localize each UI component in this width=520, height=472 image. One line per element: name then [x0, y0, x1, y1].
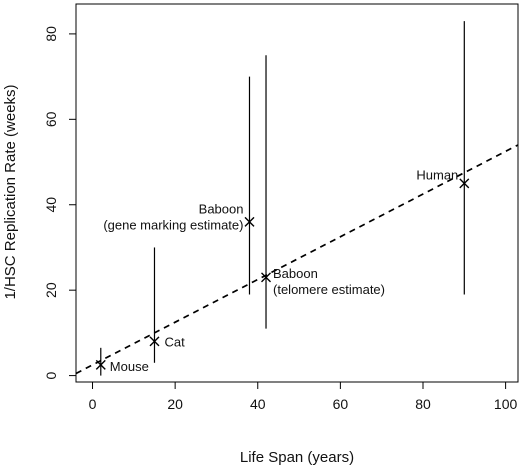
- data-point-marker: [95, 359, 106, 370]
- y-tick-label: 60: [43, 111, 59, 127]
- data-point-label-line: Cat: [164, 334, 185, 349]
- fit-line: [75, 144, 519, 375]
- data-point-marker: [244, 216, 255, 227]
- y-tick-label: 80: [43, 26, 59, 42]
- x-tick-label: 0: [89, 396, 97, 412]
- x-tick-label: 80: [415, 396, 431, 412]
- y-axis-label: 1/HSC Replication Rate (weeks): [2, 84, 19, 299]
- y-tick-label: 20: [43, 282, 59, 298]
- data-point-marker: [261, 272, 272, 283]
- data-point-label: Baboon (gene marking estimate): [103, 201, 243, 232]
- x-tick-label: 100: [494, 396, 518, 412]
- data-point-marker: [149, 336, 160, 347]
- data-point-marker: [459, 178, 470, 189]
- data-point-label: Cat: [164, 334, 185, 349]
- data-point-label-line: Baboon: [273, 266, 318, 281]
- data-point-label: Baboon (telomere estimate): [273, 266, 385, 297]
- x-tick-label: 40: [250, 396, 266, 412]
- x-tick-label: 20: [167, 396, 183, 412]
- data-point-label-line: (telomere estimate): [273, 282, 385, 297]
- x-axis-label: Life Span (years): [240, 449, 354, 466]
- y-tick-label: 0: [43, 371, 59, 379]
- x-tick-label: 60: [333, 396, 349, 412]
- data-point-label-line: Mouse: [110, 359, 149, 374]
- data-point-label-line: Human: [416, 167, 458, 182]
- plot-frame: [75, 3, 519, 383]
- axis-layer: 0 20 40 60 80 100 0 20 40 60 80: [43, 3, 519, 412]
- data-point-label-line: (gene marking estimate): [103, 218, 243, 233]
- data-point-label: Mouse: [110, 359, 149, 374]
- y-tick-label: 40: [43, 197, 59, 213]
- data-point-label: Human: [416, 167, 458, 182]
- data-point-label-line: Baboon: [199, 201, 244, 216]
